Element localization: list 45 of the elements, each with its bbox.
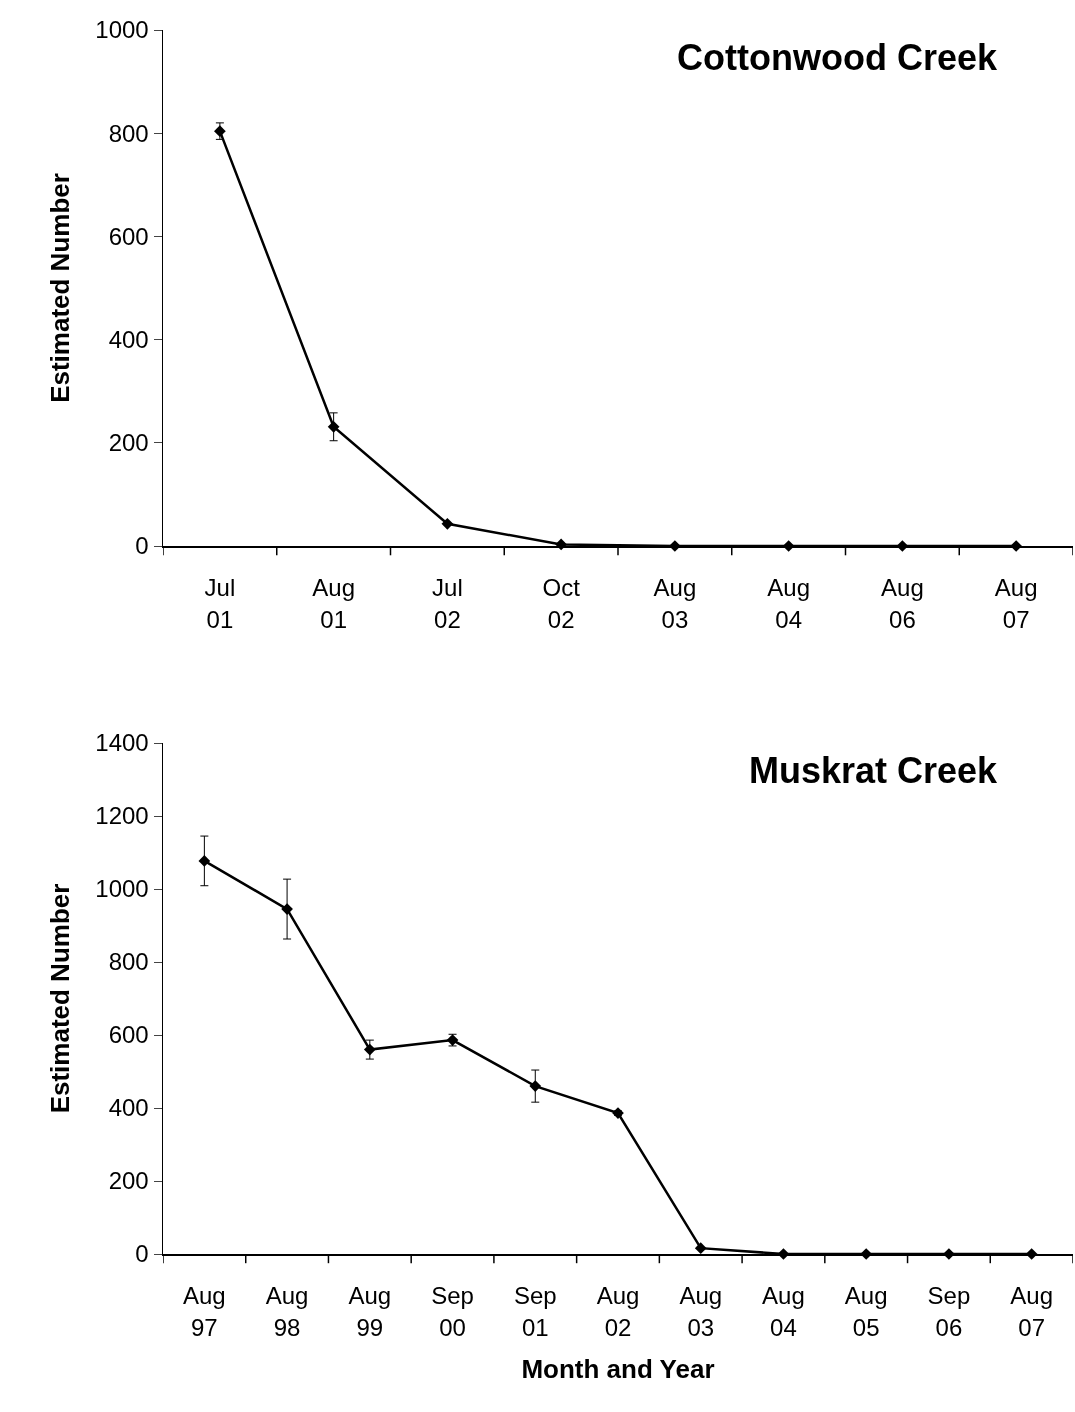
point: [327, 420, 340, 433]
x-tick-label: Aug 06: [881, 574, 924, 633]
x-tick-label: Aug 02: [596, 1282, 640, 1341]
chart-title: Muskrat Creek: [749, 750, 999, 791]
point: [281, 903, 293, 915]
x-tick-label: Aug 04: [767, 574, 810, 633]
x-tick-label: Oct 02: [542, 574, 581, 633]
y-tick-label: 400: [108, 326, 149, 353]
x-tick-label: Jul 02: [432, 574, 463, 633]
x-tick-label: Aug 97: [183, 1282, 226, 1341]
y-tick-label: 800: [108, 119, 149, 147]
x-tick-label: Aug 07: [994, 574, 1038, 633]
y-tick-label: 0: [135, 1240, 149, 1268]
y-tick-label: 1000: [95, 16, 149, 44]
point: [529, 1080, 542, 1092]
y-tick-label: 400: [108, 1094, 149, 1122]
y-axis-title: Estimated Number: [44, 173, 75, 403]
y-tick-label: 200: [108, 1167, 149, 1195]
chart-title: Cottonwood Creek: [677, 37, 998, 78]
x-tick-label: Sep 01: [513, 1282, 557, 1341]
y-tick-label: 800: [108, 948, 149, 976]
x-tick-label: Sep 06: [927, 1282, 971, 1341]
x-tick-label: Aug 99: [348, 1282, 392, 1341]
x-tick-label: Aug 01: [312, 574, 355, 633]
y-tick-label: 1200: [95, 802, 149, 830]
y-tick-label: 0: [135, 532, 149, 560]
y-tick-label: 1000: [95, 875, 149, 903]
x-tick-label: Aug 05: [844, 1282, 888, 1341]
x-axis-title: Month and Year: [521, 1353, 715, 1384]
x-tick-label: Aug 07: [1010, 1282, 1053, 1341]
point: [363, 1043, 376, 1056]
x-tick-label: Aug 98: [265, 1282, 309, 1341]
y-axis-title: Estimated Number: [44, 883, 75, 1114]
y-tick-label: 1400: [95, 729, 149, 757]
y-tick-label: 600: [108, 1021, 149, 1049]
x-tick-label: Jul 01: [204, 574, 236, 633]
y-tick-label: 600: [108, 222, 149, 250]
x-tick-label: Aug 04: [762, 1282, 805, 1341]
x-tick-label: Aug 03: [653, 574, 697, 633]
point: [441, 517, 454, 530]
x-tick-label: Aug 03: [679, 1282, 723, 1341]
x-tick-label: Sep 00: [431, 1282, 474, 1341]
point: [198, 855, 211, 867]
y-tick-label: 200: [108, 429, 149, 457]
point: [694, 1242, 707, 1255]
